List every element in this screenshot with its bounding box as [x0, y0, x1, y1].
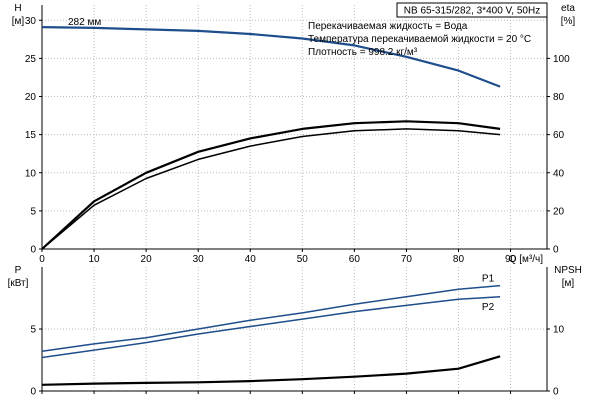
y-axis-right-unit: [м] — [562, 278, 575, 289]
y-tick-label-right: 10 — [553, 325, 565, 336]
x-tick-label: 60 — [349, 254, 361, 265]
y-axis-right-title: eta — [561, 3, 575, 14]
y-tick-label-right: 80 — [553, 92, 565, 103]
y-axis-right-title: NPSH — [554, 265, 582, 276]
series-legend-label: P2 — [482, 302, 495, 313]
x-tick-label: 30 — [193, 254, 205, 265]
y-tick-label-left: 0 — [30, 245, 36, 256]
panel-2: 0 5 0 10 P [кВт] NPSH [м] P1 P2 — [8, 265, 582, 398]
y-axis-right-unit: [%] — [561, 16, 576, 27]
series-line-2-3 — [41, 355, 501, 386]
x-tick-label: 80 — [453, 254, 465, 265]
series-line-2-1 — [41, 284, 501, 353]
y-tick-label-left: 25 — [25, 54, 37, 65]
x-axis-title: Q [м³/ч] — [509, 254, 544, 265]
x-tick-label: 10 — [88, 254, 100, 265]
x-tick-label: 40 — [245, 254, 257, 265]
series-legend-label: P1 — [482, 274, 495, 285]
series-line-1-1 — [41, 26, 501, 88]
x-tick-label: 50 — [297, 254, 309, 265]
y-tick-label-left: 10 — [25, 168, 37, 179]
x-tick-label: 90 — [505, 254, 517, 265]
y-tick-label-right: 0 — [553, 245, 559, 256]
series-line-1-3 — [41, 128, 501, 250]
x-tick-label: 0 — [39, 254, 45, 265]
y-axis-left-title: P — [15, 265, 22, 276]
series-line-1-2 — [41, 120, 501, 250]
y-tick-label-right: 40 — [553, 168, 565, 179]
y-axis-left-title: H — [14, 3, 21, 14]
annotation-line: Плотность = 998.2 кг/м³ — [308, 47, 418, 58]
curve-label: 282 мм — [68, 17, 101, 28]
y-tick-label-left: 0 — [30, 387, 36, 398]
y-tick-label-right: 20 — [553, 206, 565, 217]
series-line-2-2 — [41, 296, 501, 359]
panel-1: 0 5 10 15 20 25 30 0 20 40 60 80 100 0 10 20 30 40 50 60 70 8… — [12, 2, 576, 265]
y-tick-label-right: 60 — [553, 130, 565, 141]
annotation-line: Перекачиваемая жидкость = Вода — [308, 21, 468, 32]
y-tick-label-left: 5 — [30, 206, 36, 217]
model-label-box — [396, 2, 548, 18]
x-tick-label: 70 — [401, 254, 413, 265]
y-tick-label-right: 100 — [553, 54, 570, 65]
y-tick-label-left: 15 — [25, 130, 37, 141]
y-tick-label-left: 5 — [30, 325, 36, 336]
annotation-line: Температура перекачиваемой жидкости = 20… — [308, 34, 531, 45]
y-axis-left-unit: [кВт] — [8, 278, 29, 289]
y-axis-left-unit: [м] — [12, 16, 25, 27]
y-tick-label-left: 30 — [25, 16, 37, 27]
y-tick-label-left: 20 — [25, 92, 37, 103]
y-tick-label-right: 0 — [553, 387, 559, 398]
model-label: NB 65-315/282, 3*400 V, 50Hz — [404, 6, 540, 17]
x-tick-label: 20 — [141, 254, 153, 265]
